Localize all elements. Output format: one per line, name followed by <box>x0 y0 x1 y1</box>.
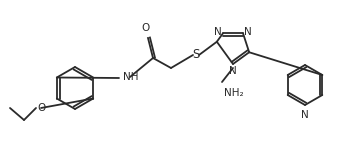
Text: N: N <box>214 27 222 37</box>
Text: N: N <box>244 27 252 37</box>
Text: N: N <box>301 110 309 120</box>
Text: NH: NH <box>123 72 139 82</box>
Text: N: N <box>229 66 237 76</box>
Text: O: O <box>142 23 150 33</box>
Text: NH₂: NH₂ <box>224 88 243 98</box>
Text: S: S <box>192 49 200 62</box>
Text: O: O <box>37 103 45 113</box>
